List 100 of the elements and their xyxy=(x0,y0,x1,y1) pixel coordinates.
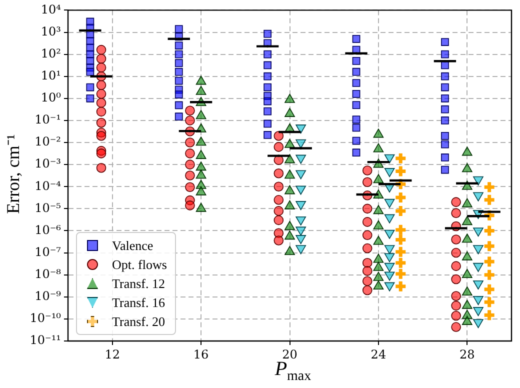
point xyxy=(482,180,496,194)
point xyxy=(394,164,408,178)
y-tick-label: 10² xyxy=(40,46,62,60)
point xyxy=(451,291,461,301)
point xyxy=(394,267,408,281)
point xyxy=(174,25,183,33)
point xyxy=(264,97,272,106)
point xyxy=(373,262,384,271)
point xyxy=(96,162,106,173)
point xyxy=(451,208,461,218)
point xyxy=(451,322,461,332)
point xyxy=(96,62,106,72)
y-tick-label: 10⁻² xyxy=(34,134,62,149)
legend-label: Opt. flows xyxy=(112,256,167,272)
point xyxy=(441,140,449,148)
point xyxy=(196,76,206,85)
point xyxy=(394,256,408,270)
point xyxy=(264,120,272,128)
point xyxy=(441,105,449,114)
point xyxy=(185,200,195,210)
point xyxy=(482,268,496,282)
point xyxy=(86,68,94,76)
point xyxy=(352,68,360,76)
point xyxy=(362,285,372,296)
point xyxy=(264,50,272,58)
point xyxy=(441,154,449,162)
point xyxy=(352,90,360,98)
point xyxy=(462,316,472,325)
point xyxy=(96,118,106,128)
point xyxy=(284,230,295,240)
point xyxy=(174,112,183,121)
point xyxy=(451,274,461,284)
y-tick-label: 10⁻³ xyxy=(34,156,62,171)
y-tick-label: 10⁻⁷ xyxy=(34,244,62,259)
point xyxy=(174,76,183,85)
point xyxy=(196,162,206,171)
point xyxy=(284,170,295,179)
point xyxy=(394,233,408,246)
point xyxy=(174,50,183,58)
y-tick-label: 10⁻¹ xyxy=(34,112,61,127)
point xyxy=(96,106,106,117)
point xyxy=(373,280,384,290)
point xyxy=(462,234,472,243)
point xyxy=(441,50,449,58)
point xyxy=(185,160,195,170)
point xyxy=(482,308,496,322)
point xyxy=(284,220,295,230)
point xyxy=(86,94,94,102)
y-tick-label: 10⁻⁹ xyxy=(34,289,62,304)
point xyxy=(462,216,472,226)
point xyxy=(185,182,195,192)
point xyxy=(352,79,360,87)
point xyxy=(373,272,384,281)
point xyxy=(352,136,360,145)
point xyxy=(373,174,384,184)
point xyxy=(451,197,461,207)
y-tick-label: 10⁻⁵ xyxy=(34,200,62,215)
point xyxy=(174,59,183,68)
y-tick-label: 10¹ xyxy=(40,68,61,82)
point xyxy=(373,236,384,245)
point xyxy=(441,83,449,92)
legend-label: Valence xyxy=(112,238,154,254)
point xyxy=(352,148,360,157)
point xyxy=(196,110,206,120)
point xyxy=(352,34,360,43)
point xyxy=(462,198,472,208)
point xyxy=(264,72,272,80)
point xyxy=(96,54,106,64)
x-tick-label: 12 xyxy=(104,347,120,362)
point xyxy=(441,94,449,102)
point xyxy=(352,124,360,132)
y-tick-label: 10⁻¹¹ xyxy=(30,333,61,348)
point xyxy=(196,180,206,189)
point xyxy=(362,266,372,276)
point xyxy=(264,83,272,92)
point xyxy=(482,224,496,238)
point xyxy=(482,254,496,268)
point xyxy=(362,230,372,240)
point xyxy=(462,163,472,172)
point xyxy=(451,300,461,311)
point xyxy=(362,217,372,227)
point xyxy=(373,143,384,152)
point xyxy=(352,101,360,109)
point xyxy=(451,261,461,271)
point xyxy=(394,152,408,166)
point xyxy=(462,146,472,156)
legend-label: Transf. 20 xyxy=(112,314,165,330)
point xyxy=(196,86,206,95)
point xyxy=(284,246,295,256)
point xyxy=(373,128,384,138)
point xyxy=(441,61,449,70)
y-tick-label: 10⁻⁸ xyxy=(34,266,62,281)
point xyxy=(362,177,372,188)
y-tick-label: 10⁻¹⁰ xyxy=(30,311,62,326)
point xyxy=(185,138,195,148)
point xyxy=(362,166,372,176)
point xyxy=(352,57,360,65)
point xyxy=(284,200,295,210)
point xyxy=(274,168,284,178)
point xyxy=(441,116,449,124)
